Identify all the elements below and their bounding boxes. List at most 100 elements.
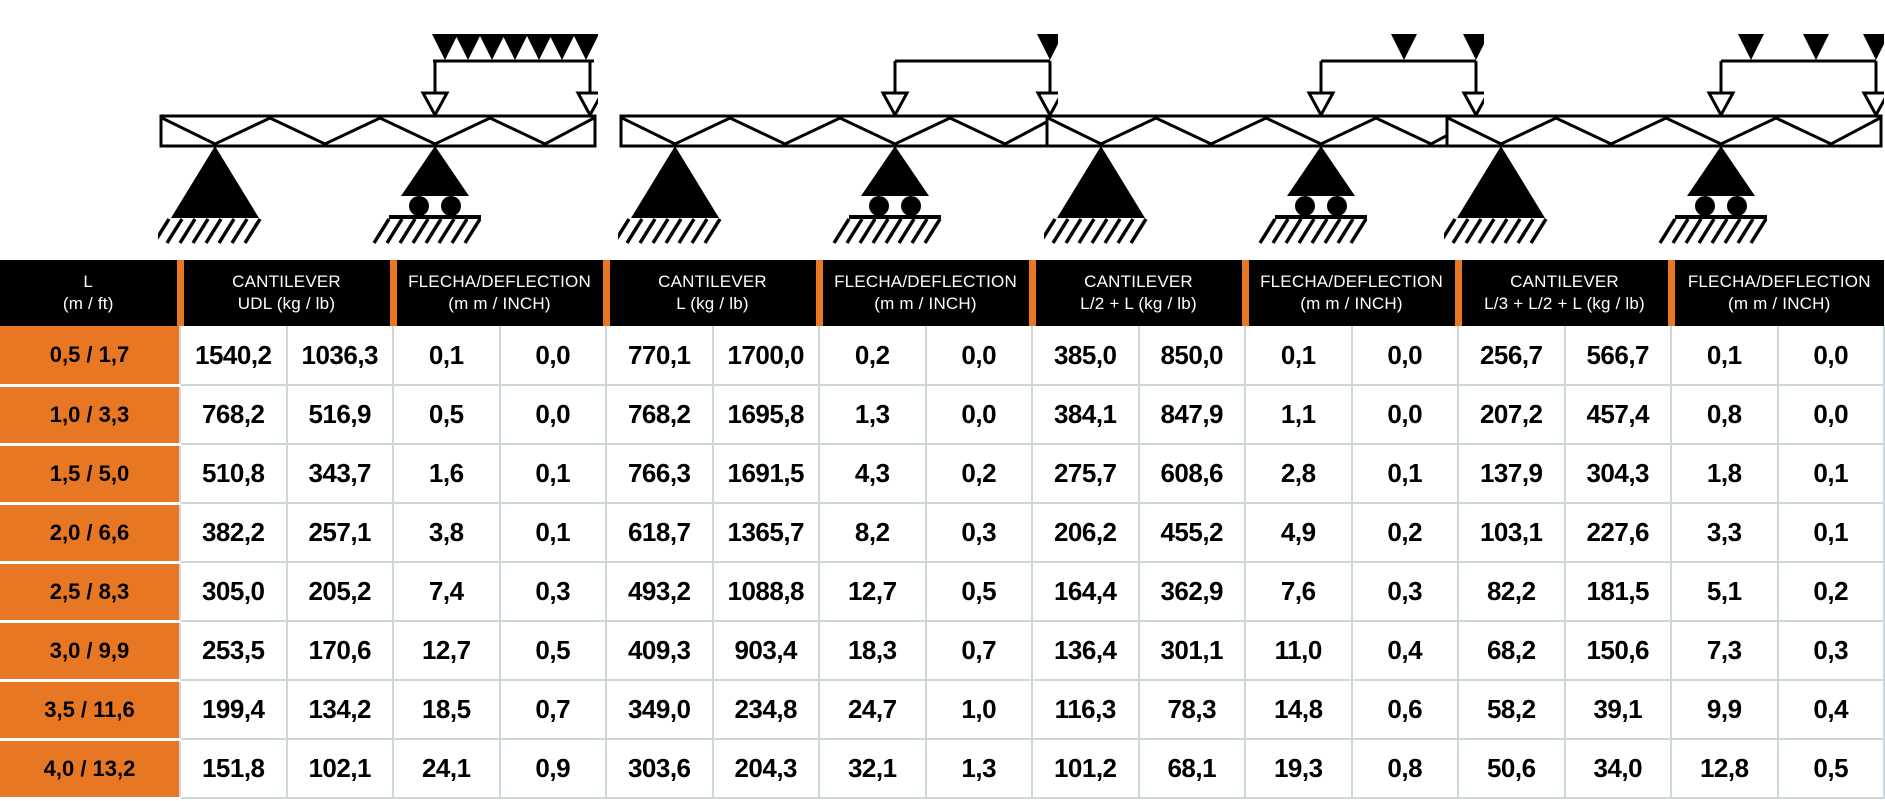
value-cell: 19,3 xyxy=(1244,738,1353,799)
value-cell: 409,3 xyxy=(605,620,714,681)
value-cell: 12,7 xyxy=(818,561,927,622)
value-cell: 0,2 xyxy=(1350,502,1459,563)
header-line1: L xyxy=(83,272,94,291)
value-cell: 770,1 xyxy=(605,326,714,386)
value-cell: 5,1 xyxy=(1670,561,1779,622)
value-cell: 18,5 xyxy=(392,679,501,740)
value-cell: 58,2 xyxy=(1457,679,1566,740)
value-cell: 1365,7 xyxy=(711,502,820,563)
header-line1: FLECHA/DEFLECTION xyxy=(408,272,591,291)
value-cell: 253,5 xyxy=(179,620,288,681)
value-cell: 847,9 xyxy=(1137,384,1246,445)
pinned-support-icon xyxy=(158,146,260,243)
value-cell: 0,0 xyxy=(1350,384,1459,445)
value-cell: 68,1 xyxy=(1137,738,1246,799)
load-arrow-icon xyxy=(421,59,449,117)
value-cell: 1,6 xyxy=(392,443,501,504)
value-cell: 256,7 xyxy=(1457,326,1566,386)
value-cell: 24,7 xyxy=(818,679,927,740)
value-cell: 134,2 xyxy=(285,679,394,740)
value-cell: 0,0 xyxy=(1776,326,1885,386)
value-cell: 1,3 xyxy=(818,384,927,445)
value-cell: 116,3 xyxy=(1031,679,1140,740)
value-cell: 0,2 xyxy=(1776,561,1885,622)
diagram-cantilever-udl xyxy=(158,34,598,256)
header-deflection-udl: FLECHA/DEFLECTION (m m / INCH) xyxy=(389,260,606,326)
header-row: L (m / ft) CANTILEVER UDL (kg / lb) FLEC… xyxy=(0,260,1884,326)
table-header: L (m / ft) CANTILEVER UDL (kg / lb) FLEC… xyxy=(0,260,1884,326)
value-cell: 82,2 xyxy=(1457,561,1566,622)
table-row: 3,5 / 11,6 199,4 134,2 18,5 0,7 349,0 234,8 24,… xyxy=(0,678,1885,741)
value-cell: 7,6 xyxy=(1244,561,1353,622)
row-length-cell: 4,0 / 13,2 xyxy=(0,737,181,800)
header-line1: CANTILEVER xyxy=(232,272,341,291)
header-length: L (m / ft) xyxy=(0,260,180,326)
value-cell: 227,6 xyxy=(1563,502,1672,563)
value-cell: 101,2 xyxy=(1031,738,1140,799)
roller-support-icon xyxy=(834,146,941,243)
header-line1: CANTILEVER xyxy=(658,272,767,291)
row-length-cell: 3,0 / 9,9 xyxy=(0,619,181,682)
table-row: 0,5 / 1,7 1540,2 1036,3 0,1 0,0 770,1 1700,0 0,… xyxy=(0,326,1885,387)
value-cell: 181,5 xyxy=(1563,561,1672,622)
row-length-cell: 3,5 / 11,6 xyxy=(0,678,181,741)
header-line1: FLECHA/DEFLECTION xyxy=(1260,272,1443,291)
value-cell: 384,1 xyxy=(1031,384,1140,445)
value-cell: 102,1 xyxy=(285,738,394,799)
value-cell: 1700,0 xyxy=(711,326,820,386)
value-cell: 362,9 xyxy=(1137,561,1246,622)
value-cell: 385,0 xyxy=(1031,326,1140,386)
value-cell: 0,4 xyxy=(1776,679,1885,740)
load-arrow-icon xyxy=(1862,59,1884,117)
value-cell: 305,0 xyxy=(179,561,288,622)
header-line2: (m m / INCH) xyxy=(1300,294,1403,313)
roller-support-icon xyxy=(1260,146,1367,243)
value-cell: 0,3 xyxy=(1350,561,1459,622)
truss-beam xyxy=(619,114,1057,148)
truss-beam xyxy=(1445,114,1883,148)
value-cell: 275,7 xyxy=(1031,443,1140,504)
header-line1: FLECHA/DEFLECTION xyxy=(1687,272,1871,291)
value-cell: 0,0 xyxy=(1776,384,1885,445)
value-cell: 903,4 xyxy=(711,620,820,681)
value-cell: 7,3 xyxy=(1670,620,1779,681)
value-cell: 0,0 xyxy=(924,384,1033,445)
row-length-cell: 1,5 / 5,0 xyxy=(0,442,181,505)
header-cantilever-L3-L2-L: CANTILEVER L/3 + L/2 + L (kg / lb) xyxy=(1454,260,1671,326)
value-cell: 9,9 xyxy=(1670,679,1779,740)
value-cell: 566,7 xyxy=(1563,326,1672,386)
header-line2: (m m / INCH) xyxy=(1728,294,1831,313)
value-cell: 382,2 xyxy=(179,502,288,563)
table-row: 2,5 / 8,3 305,0 205,2 7,4 0,3 493,2 1088,8 12,7… xyxy=(0,560,1885,623)
table-row: 3,0 / 9,9 253,5 170,6 12,7 0,5 409,3 903,4 18,3… xyxy=(0,619,1885,682)
header-line1: FLECHA/DEFLECTION xyxy=(834,272,1017,291)
value-cell: 0,1 xyxy=(498,502,607,563)
header-deflection-L3-L2-L: FLECHA/DEFLECTION (m m / INCH) xyxy=(1667,260,1884,326)
pinned-support-icon xyxy=(618,146,720,243)
value-cell: 0,7 xyxy=(498,679,607,740)
value-cell: 766,3 xyxy=(605,443,714,504)
value-cell: 205,2 xyxy=(285,561,394,622)
value-cell: 301,1 xyxy=(1137,620,1246,681)
value-cell: 0,2 xyxy=(818,326,927,386)
value-cell: 457,4 xyxy=(1563,384,1672,445)
value-cell: 8,2 xyxy=(818,502,927,563)
header-line2: (m / ft) xyxy=(62,294,114,313)
value-cell: 1036,3 xyxy=(285,326,394,386)
value-cell: 78,3 xyxy=(1137,679,1246,740)
value-cell: 1691,5 xyxy=(711,443,820,504)
value-cell: 0,1 xyxy=(1776,443,1885,504)
value-cell: 0,7 xyxy=(924,620,1033,681)
pinned-support-icon xyxy=(1044,146,1146,243)
value-cell: 510,8 xyxy=(179,443,288,504)
value-cell: 0,6 xyxy=(1350,679,1459,740)
value-cell: 0,1 xyxy=(392,326,501,386)
value-cell: 304,3 xyxy=(1563,443,1672,504)
value-cell: 234,8 xyxy=(711,679,820,740)
header-line2: (m m / INCH) xyxy=(448,294,551,313)
header-line1: CANTILEVER xyxy=(1084,272,1193,291)
value-cell: 516,9 xyxy=(285,384,394,445)
point-load-icon xyxy=(1863,34,1884,60)
value-cell: 34,0 xyxy=(1563,738,1672,799)
